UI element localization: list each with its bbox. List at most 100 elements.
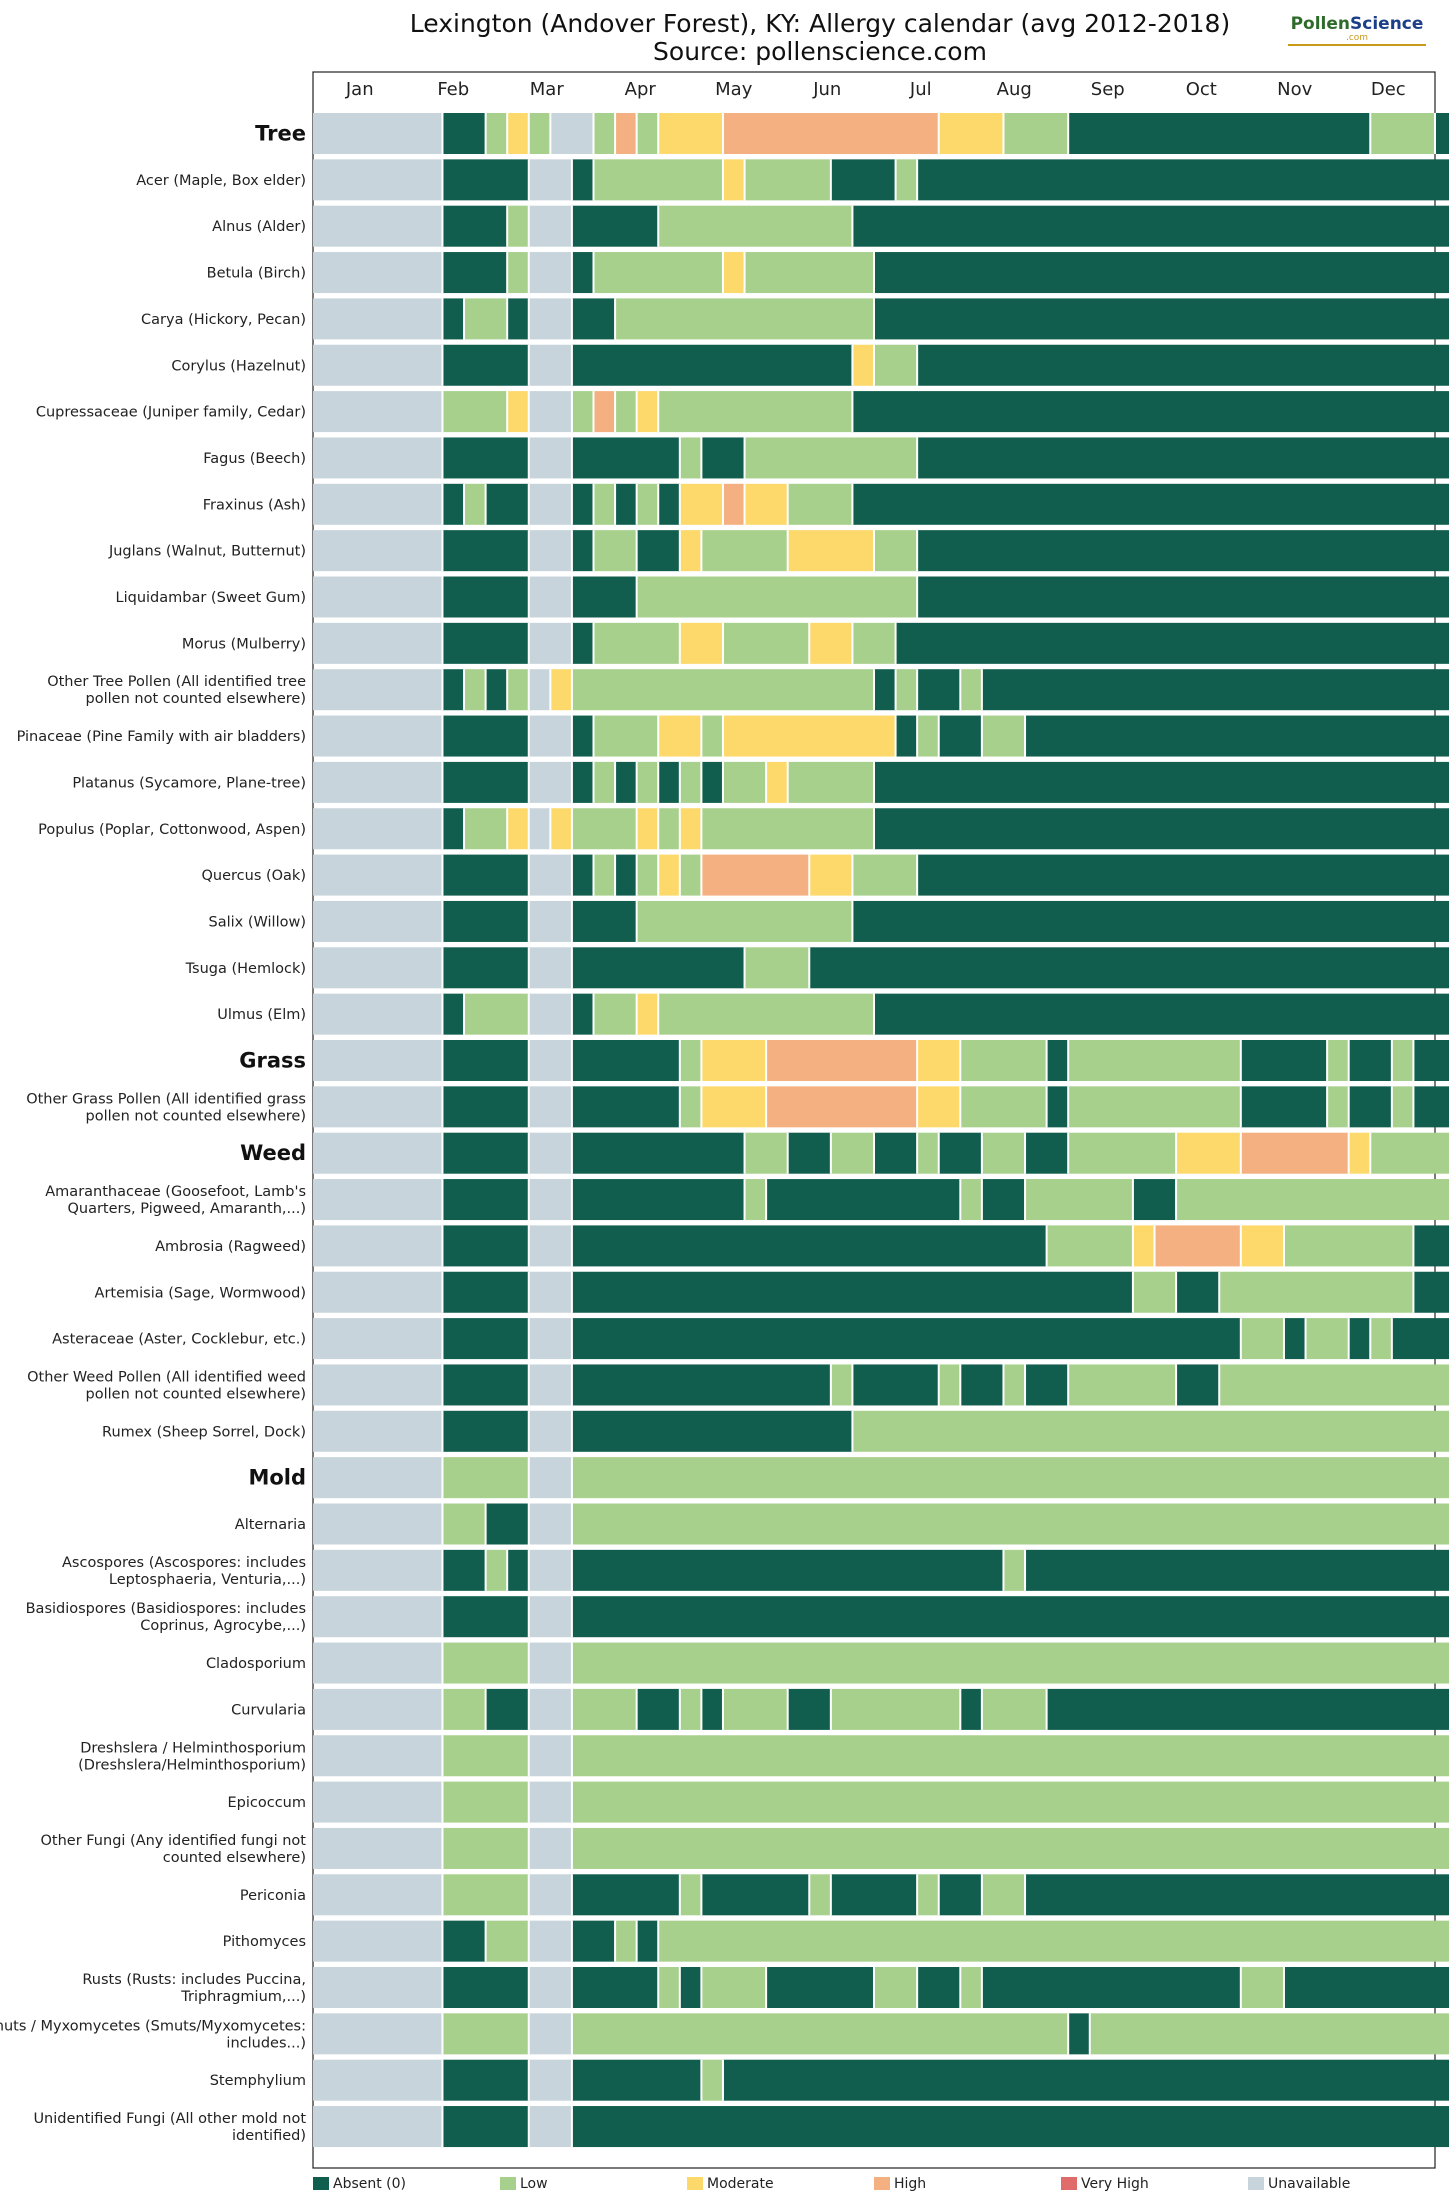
legend-swatch — [313, 2177, 329, 2190]
cell-separator — [570, 1781, 573, 1823]
heat-cell — [571, 1364, 832, 1406]
heat-cell — [615, 113, 637, 154]
cell-separator — [463, 808, 466, 850]
heat-cell — [981, 1132, 1026, 1174]
row-label: pollen not counted elsewhere) — [86, 691, 306, 707]
heat-cell — [1176, 1271, 1220, 1313]
row-label: (Dreshslera/Helminthosporium) — [78, 1757, 306, 1773]
heat-cell — [722, 159, 745, 201]
cell-separator — [721, 252, 724, 294]
heat-cell — [571, 252, 594, 294]
heat-cell — [571, 1318, 1242, 1360]
heat-cell — [874, 298, 1449, 340]
heat-cell — [442, 437, 530, 479]
heat-cell — [636, 900, 853, 942]
cell-separator — [678, 483, 681, 525]
heat-cell — [313, 1596, 443, 1638]
cell-separator — [527, 113, 530, 154]
heat-cell — [313, 1503, 443, 1545]
heat-cell — [787, 530, 875, 572]
heat-cell — [528, 1318, 573, 1360]
cell-separator — [570, 298, 573, 340]
heat-cell — [593, 252, 724, 294]
heat-cell — [744, 1132, 788, 1174]
heat-cell — [615, 298, 875, 340]
month-label: Jan — [345, 79, 374, 100]
heat-cell — [917, 576, 1449, 618]
heat-cell — [593, 159, 724, 201]
heat-cell — [701, 1967, 767, 2008]
cell-separator — [635, 1920, 638, 1962]
cell-separator — [1024, 1874, 1027, 1916]
cell-separator — [786, 1688, 789, 1730]
heat-cell — [830, 1874, 918, 1916]
cell-separator — [1024, 715, 1027, 757]
cell-separator — [441, 344, 444, 386]
cell-separator — [678, 1688, 681, 1730]
cell-separator — [959, 1179, 962, 1221]
cell-separator — [894, 715, 897, 757]
cell-separator — [786, 761, 789, 803]
row-23 — [313, 1179, 1449, 1221]
cell-separator — [721, 159, 724, 201]
cell-separator — [1347, 1318, 1350, 1360]
cell-separator — [851, 854, 854, 896]
cell-separator — [527, 900, 530, 942]
heat-cell — [1327, 1086, 1349, 1128]
cell-separator — [765, 761, 768, 803]
cell-separator — [570, 1318, 573, 1360]
cell-separator — [570, 483, 573, 525]
heat-cell — [485, 1549, 508, 1591]
heat-cell — [679, 437, 702, 479]
cell-separator — [592, 622, 595, 664]
cell-separator — [570, 391, 573, 433]
heat-cell — [571, 1735, 1449, 1777]
heat-cell — [766, 1967, 875, 2008]
cell-separator — [527, 993, 530, 1035]
cell-separator — [743, 159, 746, 201]
cell-separator — [1390, 1086, 1393, 1128]
cell-separator — [441, 2013, 444, 2055]
row-label: Ulmus (Elm) — [217, 1007, 306, 1023]
group-label: Grass — [239, 1049, 306, 1073]
cell-separator — [873, 669, 875, 711]
cell-separator — [1175, 1271, 1178, 1313]
cell-separator — [916, 715, 919, 757]
heat-cell — [528, 622, 573, 664]
heat-cell — [636, 993, 659, 1035]
heat-cell — [830, 1132, 875, 1174]
cell-separator — [484, 113, 487, 154]
heat-cell — [550, 113, 594, 154]
heat-cell — [809, 1874, 832, 1916]
cell-separator — [894, 669, 897, 711]
heat-cell — [1003, 113, 1069, 154]
cell-separator — [441, 1457, 444, 1499]
heat-cell — [442, 1874, 530, 1916]
cell-separator — [527, 1040, 530, 1081]
month-label: Feb — [437, 79, 469, 100]
heat-cell — [938, 113, 1004, 154]
cell-separator — [916, 437, 919, 479]
cell-separator — [484, 1688, 487, 1730]
cell-separator — [1045, 1040, 1048, 1081]
heat-cell — [528, 1040, 573, 1081]
cell-separator — [959, 1364, 962, 1406]
cell-separator — [441, 808, 444, 850]
heat-cell — [895, 622, 1449, 664]
cell-separator — [527, 1549, 530, 1591]
heat-cell — [852, 1410, 1449, 1452]
heat-cell — [679, 622, 724, 664]
cell-separator — [592, 113, 595, 154]
cell-separator — [700, 715, 703, 757]
heat-cell — [528, 159, 573, 201]
heat-cell — [528, 1827, 573, 1869]
heat-cell — [442, 947, 530, 989]
row-label: Unidentified Fungi (All other mold not — [33, 2111, 306, 2127]
heat-cell — [313, 622, 443, 664]
cell-separator — [916, 1086, 919, 1128]
row-41 — [313, 2013, 1449, 2055]
cell-separator — [700, 1874, 703, 1916]
cell-separator — [1369, 1318, 1372, 1360]
heat-cell — [442, 1549, 486, 1591]
heat-cell — [313, 1688, 443, 1730]
